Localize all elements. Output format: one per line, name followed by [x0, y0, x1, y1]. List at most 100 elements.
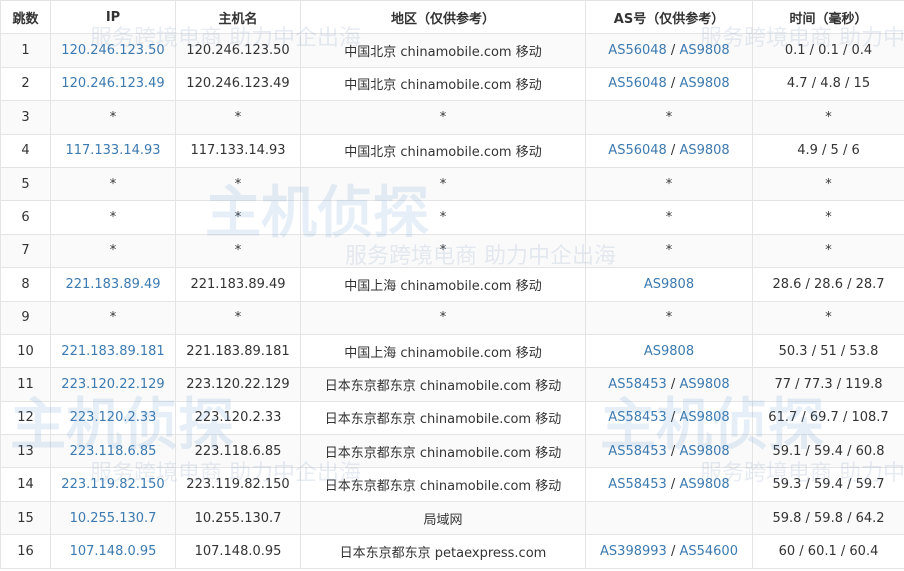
as-unknown: *	[665, 310, 673, 326]
as-cell	[585, 500, 753, 536]
as-link[interactable]: AS9808	[679, 376, 730, 392]
host-cell: *	[175, 100, 301, 135]
as-link[interactable]: AS398993	[600, 543, 667, 559]
hop-number: 12	[17, 410, 34, 426]
latency: 0.1 / 0.1 / 0.4	[784, 43, 873, 59]
header-ip: IP	[50, 0, 176, 35]
ip-link[interactable]: 107.148.0.95	[69, 543, 157, 559]
as-link[interactable]: AS9808	[679, 410, 730, 426]
table-row: 11 223.120.22.129 223.120.22.129 日本东京都东京 ch…	[0, 367, 904, 402]
hop-number: 8	[21, 276, 30, 292]
ip-link[interactable]: 221.183.89.181	[61, 343, 165, 359]
ip-link[interactable]: 223.119.82.150	[61, 477, 165, 493]
separator: /	[666, 76, 680, 92]
as-unknown: *	[665, 210, 673, 226]
as-link[interactable]: AS9808	[679, 443, 730, 459]
separator: /	[666, 43, 680, 59]
latency: 50.3 / 51 / 53.8	[778, 343, 879, 359]
ip-link[interactable]: 120.246.123.49	[61, 76, 165, 92]
table-row: 5 * * * * *	[0, 166, 904, 202]
host-cell: *	[175, 300, 301, 335]
region-cell: *	[300, 200, 586, 235]
table-header: 跳数 IP 主机名 地区（仅供参考） AS号（仅供参考） 时间（毫秒）	[0, 0, 904, 35]
hostname: 120.246.123.49	[186, 76, 290, 92]
as-link[interactable]: AS9808	[679, 143, 730, 159]
hop-cell: 6	[0, 200, 51, 235]
region-cell: *	[300, 100, 586, 135]
region-cell: 日本东京都东京 chinamobile.com 移动	[300, 467, 586, 502]
as-link[interactable]: AS9808	[679, 76, 730, 92]
table-row: 8 221.183.89.49 221.183.89.49 中国上海 chinamob…	[0, 267, 904, 302]
as-unknown: *	[665, 243, 673, 259]
latency: 60 / 60.1 / 60.4	[778, 543, 879, 559]
as-link[interactable]: AS58453	[608, 410, 667, 426]
as-link[interactable]: AS58453	[608, 376, 667, 392]
hop-number: 2	[21, 76, 30, 92]
hop-cell: 2	[0, 66, 51, 102]
region: 日本东京都东京 chinamobile.com 移动	[324, 412, 562, 428]
hop-number: 14	[17, 477, 34, 493]
as-link[interactable]: AS9808	[679, 477, 730, 493]
host-cell: *	[175, 166, 301, 202]
ip-link[interactable]: 223.118.6.85	[69, 443, 157, 459]
as-link[interactable]: AS54600	[679, 543, 738, 559]
header-as: AS号（仅供参考）	[585, 0, 753, 35]
separator: /	[666, 376, 680, 392]
region-cell: 局域网	[300, 500, 586, 536]
as-cell: *	[585, 200, 753, 235]
hop-number: 10	[17, 343, 34, 359]
ip-link[interactable]: 223.120.22.129	[61, 376, 165, 392]
hop-cell: 5	[0, 166, 51, 202]
hop-cell: 7	[0, 233, 51, 269]
region-cell: *	[300, 300, 586, 335]
table-row: 2 120.246.123.49 120.246.123.49 中国北京 chinam…	[0, 66, 904, 102]
host-cell: 120.246.123.49	[175, 66, 301, 102]
as-link[interactable]: AS56048	[608, 43, 667, 59]
separator: /	[666, 410, 680, 426]
hop-cell: 11	[0, 367, 51, 402]
header-region: 地区（仅供参考）	[300, 0, 586, 35]
ip-link[interactable]: 223.120.2.33	[69, 410, 157, 426]
as-link[interactable]: AS56048	[608, 143, 667, 159]
time-cell: 60 / 60.1 / 60.4	[752, 534, 904, 569]
separator: /	[666, 143, 680, 159]
latency: *	[825, 210, 832, 226]
as-link[interactable]: AS9808	[643, 276, 695, 292]
ip-unknown: *	[109, 109, 117, 125]
hop-number: 6	[21, 210, 30, 226]
as-cell: AS56048 / AS9808	[585, 133, 753, 168]
ip-link[interactable]: 221.183.89.49	[65, 276, 161, 292]
as-link[interactable]: AS56048	[608, 76, 667, 92]
ip-cell: *	[50, 166, 176, 202]
as-cell: AS58453 / AS9808	[585, 367, 753, 402]
table-row: 4 117.133.14.93 117.133.14.93 中国北京 chinamob…	[0, 133, 904, 168]
time-cell: *	[752, 233, 904, 269]
separator: /	[666, 477, 680, 493]
ip-link[interactable]: 117.133.14.93	[65, 143, 161, 159]
ip-unknown: *	[109, 310, 117, 326]
as-link[interactable]: AS9808	[643, 343, 695, 359]
hop-cell: 16	[0, 534, 51, 569]
host-cell: 223.118.6.85	[175, 434, 301, 469]
ip-cell: 107.148.0.95	[50, 534, 176, 569]
time-cell: *	[752, 166, 904, 202]
region-cell: 日本东京都东京 chinamobile.com 移动	[300, 367, 586, 402]
header-host: 主机名	[175, 0, 301, 35]
hostname: *	[234, 176, 242, 192]
region: 局域网	[423, 512, 463, 528]
as-cell: *	[585, 166, 753, 202]
ip-link[interactable]: 10.255.130.7	[69, 510, 157, 526]
as-cell: AS9808	[585, 333, 753, 369]
hop-number: 5	[21, 176, 30, 192]
table-row: 9 * * * * *	[0, 300, 904, 335]
table-row: 3 * * * * *	[0, 100, 904, 135]
as-link[interactable]: AS9808	[679, 43, 730, 59]
region: 日本东京都东京 chinamobile.com 移动	[324, 479, 562, 495]
region-cell: 日本东京都东京 chinamobile.com 移动	[300, 400, 586, 436]
host-cell: 117.133.14.93	[175, 133, 301, 168]
region: 中国北京 chinamobile.com 移动	[344, 78, 542, 94]
host-cell: *	[175, 200, 301, 235]
as-link[interactable]: AS58453	[608, 477, 667, 493]
as-link[interactable]: AS58453	[608, 443, 667, 459]
ip-link[interactable]: 120.246.123.50	[61, 43, 165, 59]
